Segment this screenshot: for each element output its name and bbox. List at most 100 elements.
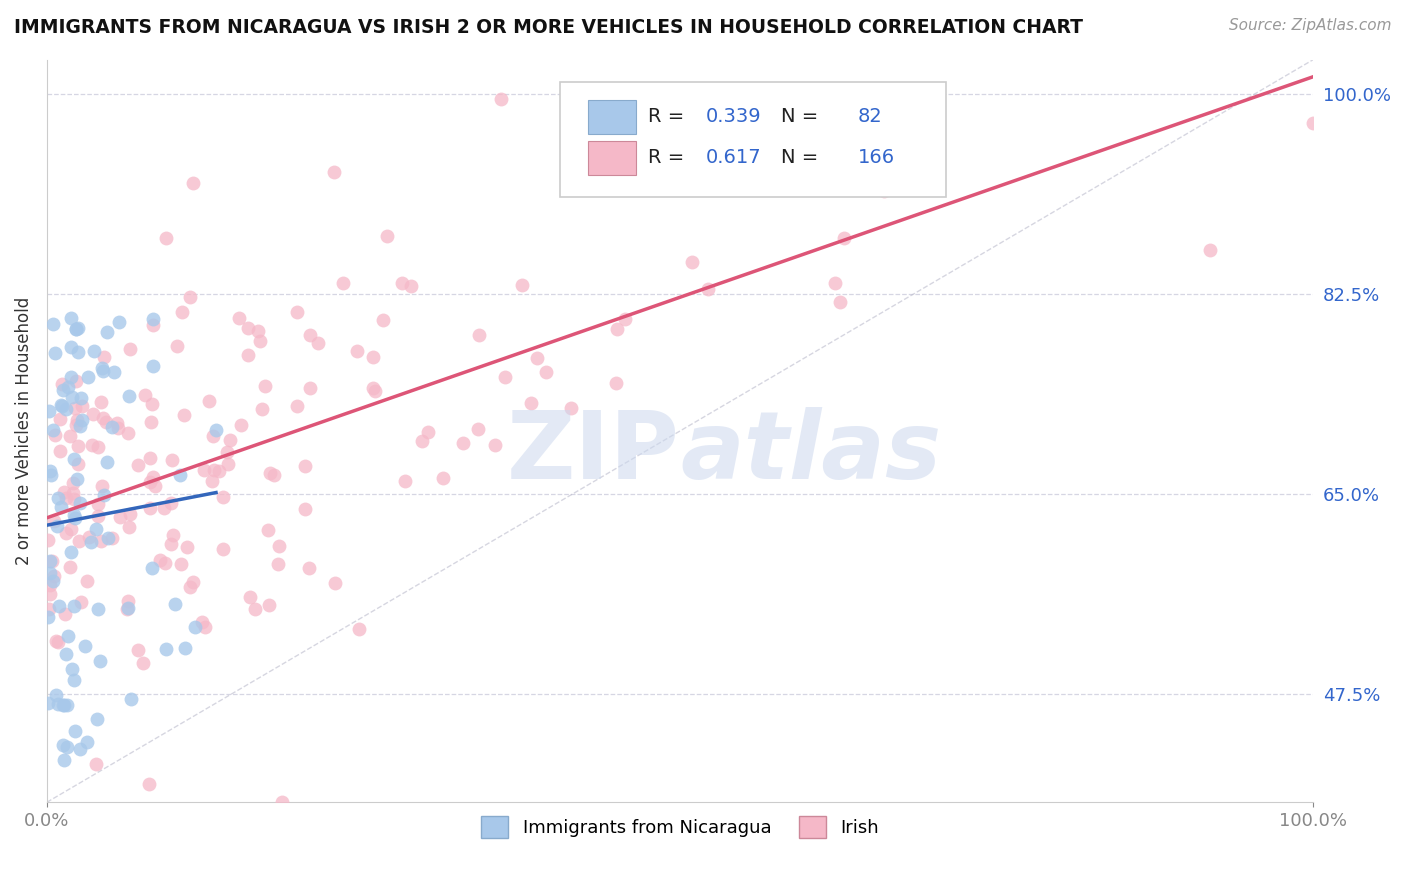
- Point: [605, 376, 627, 390]
- Text: R =: R =: [648, 148, 685, 167]
- Point: [96, 325, 118, 339]
- Point: [204, 463, 226, 477]
- Point: [80, 438, 103, 452]
- Point: [55, 491, 77, 506]
- Point: [363, 381, 385, 395]
- Point: [86, 757, 108, 772]
- Point: [59, 310, 82, 325]
- Point: [66, 413, 89, 427]
- Point: [87, 509, 110, 524]
- Point: [194, 620, 217, 634]
- Point: [141, 397, 163, 411]
- Point: [371, 313, 394, 327]
- Point: [59, 545, 82, 559]
- Point: [62, 475, 84, 490]
- Point: [69, 419, 91, 434]
- Point: [484, 438, 506, 452]
- Point: [120, 692, 142, 706]
- Point: [364, 384, 387, 399]
- Point: [375, 229, 398, 244]
- Point: [323, 576, 346, 591]
- Point: [228, 311, 250, 326]
- Point: [298, 561, 321, 575]
- Point: [141, 560, 163, 574]
- Point: [169, 467, 191, 482]
- Point: [59, 369, 82, 384]
- Point: [176, 541, 198, 555]
- Point: [153, 501, 176, 516]
- Point: [90, 360, 112, 375]
- Point: [1198, 244, 1220, 258]
- Point: [69, 496, 91, 510]
- Text: N =: N =: [782, 107, 818, 127]
- Point: [193, 463, 215, 477]
- Point: [181, 176, 204, 190]
- Point: [70, 391, 93, 405]
- Point: [257, 523, 280, 537]
- Point: [323, 165, 346, 179]
- Point: [70, 413, 93, 427]
- Point: [49, 398, 72, 412]
- Point: [269, 539, 291, 553]
- Point: [139, 500, 162, 515]
- Point: [39, 566, 62, 581]
- Point: [173, 641, 195, 656]
- Point: [468, 328, 491, 343]
- Point: [170, 305, 193, 319]
- Point: [239, 591, 262, 605]
- Point: [38, 404, 60, 418]
- Point: [828, 294, 851, 309]
- Point: [201, 429, 224, 443]
- Point: [534, 365, 557, 379]
- Point: [131, 657, 153, 671]
- Point: [211, 490, 233, 504]
- Point: [307, 336, 329, 351]
- Point: [59, 522, 82, 536]
- Text: IMMIGRANTS FROM NICARAGUA VS IRISH 2 OR MORE VEHICLES IN HOUSEHOLD CORRELATION C: IMMIGRANTS FROM NICARAGUA VS IRISH 2 OR …: [14, 18, 1083, 37]
- Point: [142, 359, 165, 373]
- Point: [100, 419, 122, 434]
- Point: [259, 598, 281, 612]
- Point: [48, 491, 70, 505]
- Point: [53, 753, 76, 767]
- Point: [117, 425, 139, 440]
- Point: [76, 370, 98, 384]
- Point: [138, 776, 160, 790]
- Point: [46, 518, 69, 533]
- Point: [110, 510, 132, 524]
- Point: [1302, 116, 1324, 130]
- Point: [139, 451, 162, 466]
- Point: [39, 464, 62, 478]
- Point: [108, 315, 131, 329]
- Point: [236, 321, 259, 335]
- Point: [169, 558, 191, 572]
- Point: [285, 305, 308, 319]
- Point: [179, 580, 201, 594]
- Point: [266, 557, 288, 571]
- Point: [67, 458, 90, 472]
- Point: [65, 321, 87, 335]
- Point: [215, 445, 238, 459]
- Point: [824, 277, 846, 291]
- Point: [298, 328, 321, 343]
- Point: [118, 343, 141, 357]
- Point: [394, 474, 416, 488]
- Point: [63, 723, 86, 738]
- Point: [873, 185, 896, 199]
- Point: [44, 346, 66, 360]
- Point: [42, 568, 65, 582]
- Point: [613, 311, 636, 326]
- Point: [55, 401, 77, 416]
- Point: [62, 485, 84, 500]
- Point: [127, 643, 149, 657]
- Point: [93, 411, 115, 425]
- Point: [69, 741, 91, 756]
- Point: [520, 396, 543, 410]
- Point: [56, 740, 79, 755]
- Point: [399, 279, 422, 293]
- Point: [52, 485, 75, 500]
- Point: [45, 634, 67, 648]
- Point: [52, 698, 75, 713]
- Point: [142, 470, 165, 484]
- Point: [842, 166, 865, 180]
